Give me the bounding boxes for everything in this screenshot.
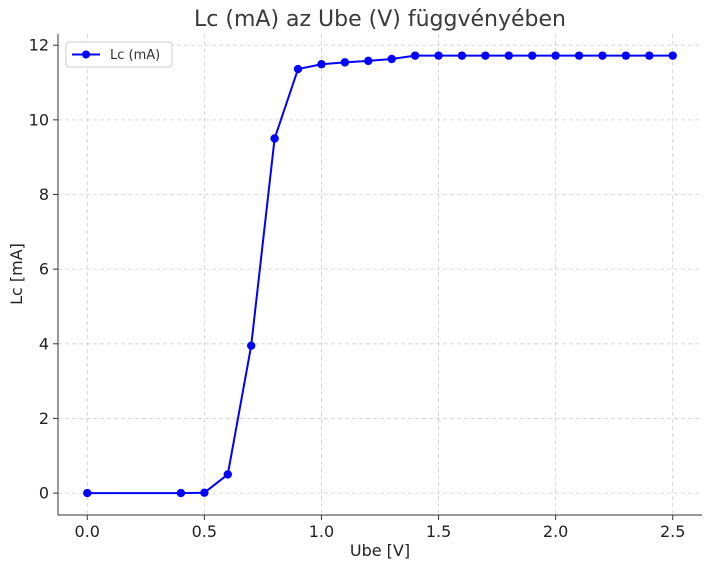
data-point	[668, 51, 677, 60]
x-tick-label: 0.0	[75, 522, 100, 541]
y-tick-label: 12	[29, 36, 49, 55]
legend-box	[65, 41, 173, 68]
data-point	[598, 51, 607, 60]
x-tick-label: 1.5	[426, 522, 451, 541]
axes-spines	[57, 34, 702, 516]
data-point	[247, 341, 256, 350]
x-tick-label: 2.5	[660, 522, 685, 541]
y-tick-label: 10	[29, 110, 49, 129]
x-axis-ticks: 0.0 0.5 1.0 1.5 2.0 2.5	[75, 515, 685, 541]
data-point	[457, 51, 467, 60]
data-point	[481, 51, 490, 60]
y-tick-label: 0	[39, 484, 49, 503]
y-tick-label: 6	[39, 260, 49, 279]
y-axis-ticks: 0 2 4 6 8 10 12	[29, 36, 58, 503]
series-group	[83, 51, 677, 498]
data-point	[83, 488, 92, 498]
data-point	[621, 51, 631, 60]
y-axis-label: Lc [mA]	[7, 243, 26, 305]
x-tick-label: 2.0	[543, 522, 568, 541]
y-tick-label: 4	[39, 334, 49, 353]
chart-title: Lc (mA) az Ube (V) függvényében	[194, 7, 566, 32]
data-point	[223, 470, 232, 479]
data-point	[551, 51, 560, 60]
data-point	[293, 64, 303, 74]
data-point	[504, 51, 513, 60]
legend-marker-swatch	[82, 50, 90, 59]
data-point	[645, 51, 654, 60]
data-point	[410, 51, 420, 60]
data-point	[270, 134, 279, 143]
data-point	[317, 60, 326, 69]
data-point	[434, 51, 443, 60]
legend: Lc (mA)	[65, 41, 173, 68]
x-tick-label: 1.0	[309, 522, 334, 541]
y-tick-label: 8	[39, 185, 49, 204]
y-tick-label: 2	[39, 409, 49, 428]
data-point	[340, 58, 350, 67]
data-point	[528, 51, 537, 60]
x-tick-label: 0.5	[192, 522, 217, 541]
x-axis-label: Ube [V]	[350, 541, 410, 560]
data-point	[364, 56, 373, 66]
data-point	[176, 488, 186, 498]
data-point	[574, 51, 584, 60]
legend-label: Lc (mA)	[110, 48, 160, 63]
data-point	[387, 54, 396, 64]
data-point	[200, 488, 209, 497]
